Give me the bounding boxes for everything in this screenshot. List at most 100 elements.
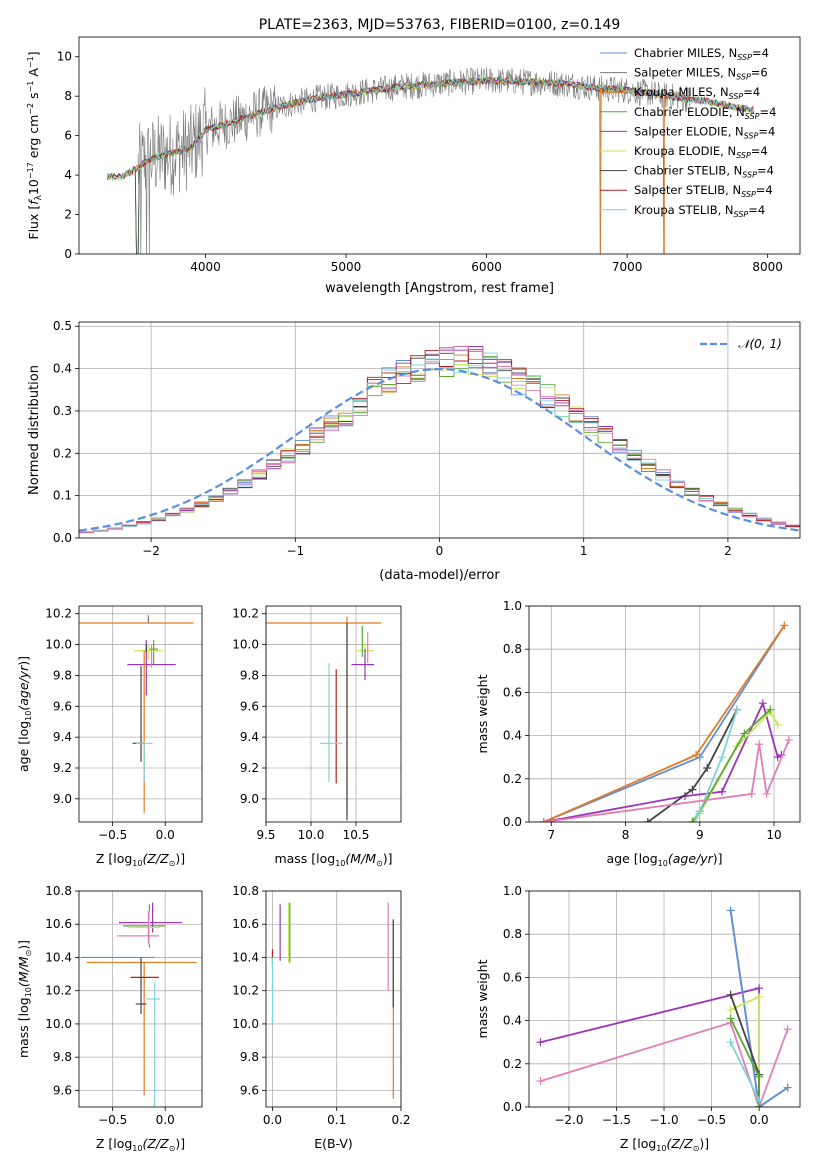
weight-line [543,624,786,822]
weight-marker [780,621,789,630]
axes-frame [78,321,801,539]
y-tick-label: 9.4 [53,730,72,744]
y-tick-label: 9.0 [240,792,259,806]
y-tick-label: 0.4 [53,362,72,376]
legend-label: Chabrier ELODIE, NSSP=4 [634,105,776,121]
axes-frame [528,890,801,1108]
y-tick-label: 9.6 [240,1083,259,1097]
y-tick-label: 0.2 [503,772,522,786]
x-tick-label: 9 [696,828,704,842]
weight-line [695,709,738,819]
axes-frame [78,890,203,1108]
legend-label: 𝒩(0, 1) [738,337,782,351]
y-tick-label: 0.2 [503,1057,522,1071]
weight-marker [695,807,704,816]
y-tick-label: 0.0 [53,531,72,545]
y-tick-label: 4 [64,168,72,182]
model-spectrum [106,76,754,180]
weight-marker [726,990,735,999]
x-tick-label: 0.0 [750,1113,769,1127]
weight-marker [755,992,764,1001]
mass_vs_EBV-points [271,902,394,1099]
y-tick-label: 9.6 [53,1083,72,1097]
x-tick-label: 9.5 [256,828,275,842]
x-tick-label: 7 [547,828,555,842]
y-tick-label: 10 [57,50,72,64]
y-tick-label: 10.2 [232,984,259,998]
weight-line [729,910,789,1107]
x-axis-label: wavelength [Angstrom, rest frame] [325,281,554,296]
y-tick-label: 9.6 [240,699,259,713]
axes-frame [528,605,801,823]
y-tick-label: 0.0 [503,1100,522,1114]
weight-marker [755,1072,764,1081]
x-tick-label: 6000 [471,260,502,274]
x-tick-label: 0.0 [156,828,175,842]
weight-marker [784,735,793,744]
x-tick-label: −2.0 [554,1113,583,1127]
x-tick-label: −0.5 [98,828,127,842]
weight-marker [692,813,701,822]
x-tick-label: −1.0 [649,1113,678,1127]
weight-marker [755,984,764,993]
legend-label: Salpeter MILES, NSSP=6 [634,66,768,82]
x-axis-label: mass [log10(M/M⊙)] [274,851,392,868]
y-tick-label: 10.2 [232,607,259,621]
x-tick-label: 0 [436,544,444,558]
age_vs_Z-points [79,615,194,813]
y-tick-label: 10.8 [45,884,72,898]
weight-marker [726,1038,735,1047]
y-axis-label: mass weight [475,674,490,753]
weight-line [691,710,779,822]
weight-line [647,709,738,822]
x-tick-label: −2 [142,544,160,558]
x-tick-label: 0.0 [156,1113,175,1127]
weight-marker [726,906,735,915]
y-tick-label: 0.8 [503,927,522,941]
histograms [79,345,800,535]
y-tick-label: 1.0 [503,884,522,898]
x-tick-label: 0.0 [263,1113,282,1127]
y-axis-label: mass weight [475,959,490,1038]
weight-marker [758,699,767,708]
y-tick-label: 9.8 [240,1050,259,1064]
weight_vs_age-series [539,621,793,822]
y-tick-label: 9.0 [53,792,72,806]
x-tick-label: 8 [622,828,630,842]
y-tick-label: 9.2 [240,761,259,775]
weight-marker [766,705,775,714]
weight-marker [783,1025,792,1034]
weight-marker [726,1005,735,1014]
y-tick-label: 0.6 [503,685,522,699]
weight-marker [740,729,749,738]
weight-marker [762,789,771,798]
weight-marker [773,720,782,729]
y-tick-label: 10.0 [232,638,259,652]
y-tick-label: 0.2 [53,446,72,460]
y-tick-label: 0.4 [503,729,522,743]
y-tick-label: 10.0 [232,1017,259,1031]
chart-title: PLATE=2363, MJD=53763, FIBERID=0100, z=0… [259,17,621,33]
legend-label: Kroupa MILES, NSSP=4 [634,85,760,101]
y-tick-label: 0.3 [53,404,72,418]
weight-line [543,700,782,822]
y-tick-label: 9.6 [53,699,72,713]
y-axis-label: age [log10(age/yr)] [16,656,33,772]
model-spectrum [106,76,754,181]
spectrum-axes: 4000 5000 6000 7000 8000 0 2 4 6 8 10 [57,50,783,274]
y-tick-label: 10.8 [232,884,259,898]
legend-label: Chabrier STELIB, NSSP=4 [634,164,774,180]
x-axis-label: E(B-V) [314,1136,353,1151]
x-tick-label: −1 [286,544,304,558]
model-spectrum [106,76,754,182]
weight_vs_Z-series [536,906,792,1107]
y-tick-label: 10.2 [45,607,72,621]
weight-marker [692,751,701,760]
axes-frame [265,890,402,1108]
age_vs_mass-points [266,616,382,821]
data-spectrum [137,67,691,254]
x-tick-label: 1 [580,544,588,558]
legend-label: Chabrier MILES, NSSP=4 [634,46,769,62]
axes-frame [265,605,402,823]
